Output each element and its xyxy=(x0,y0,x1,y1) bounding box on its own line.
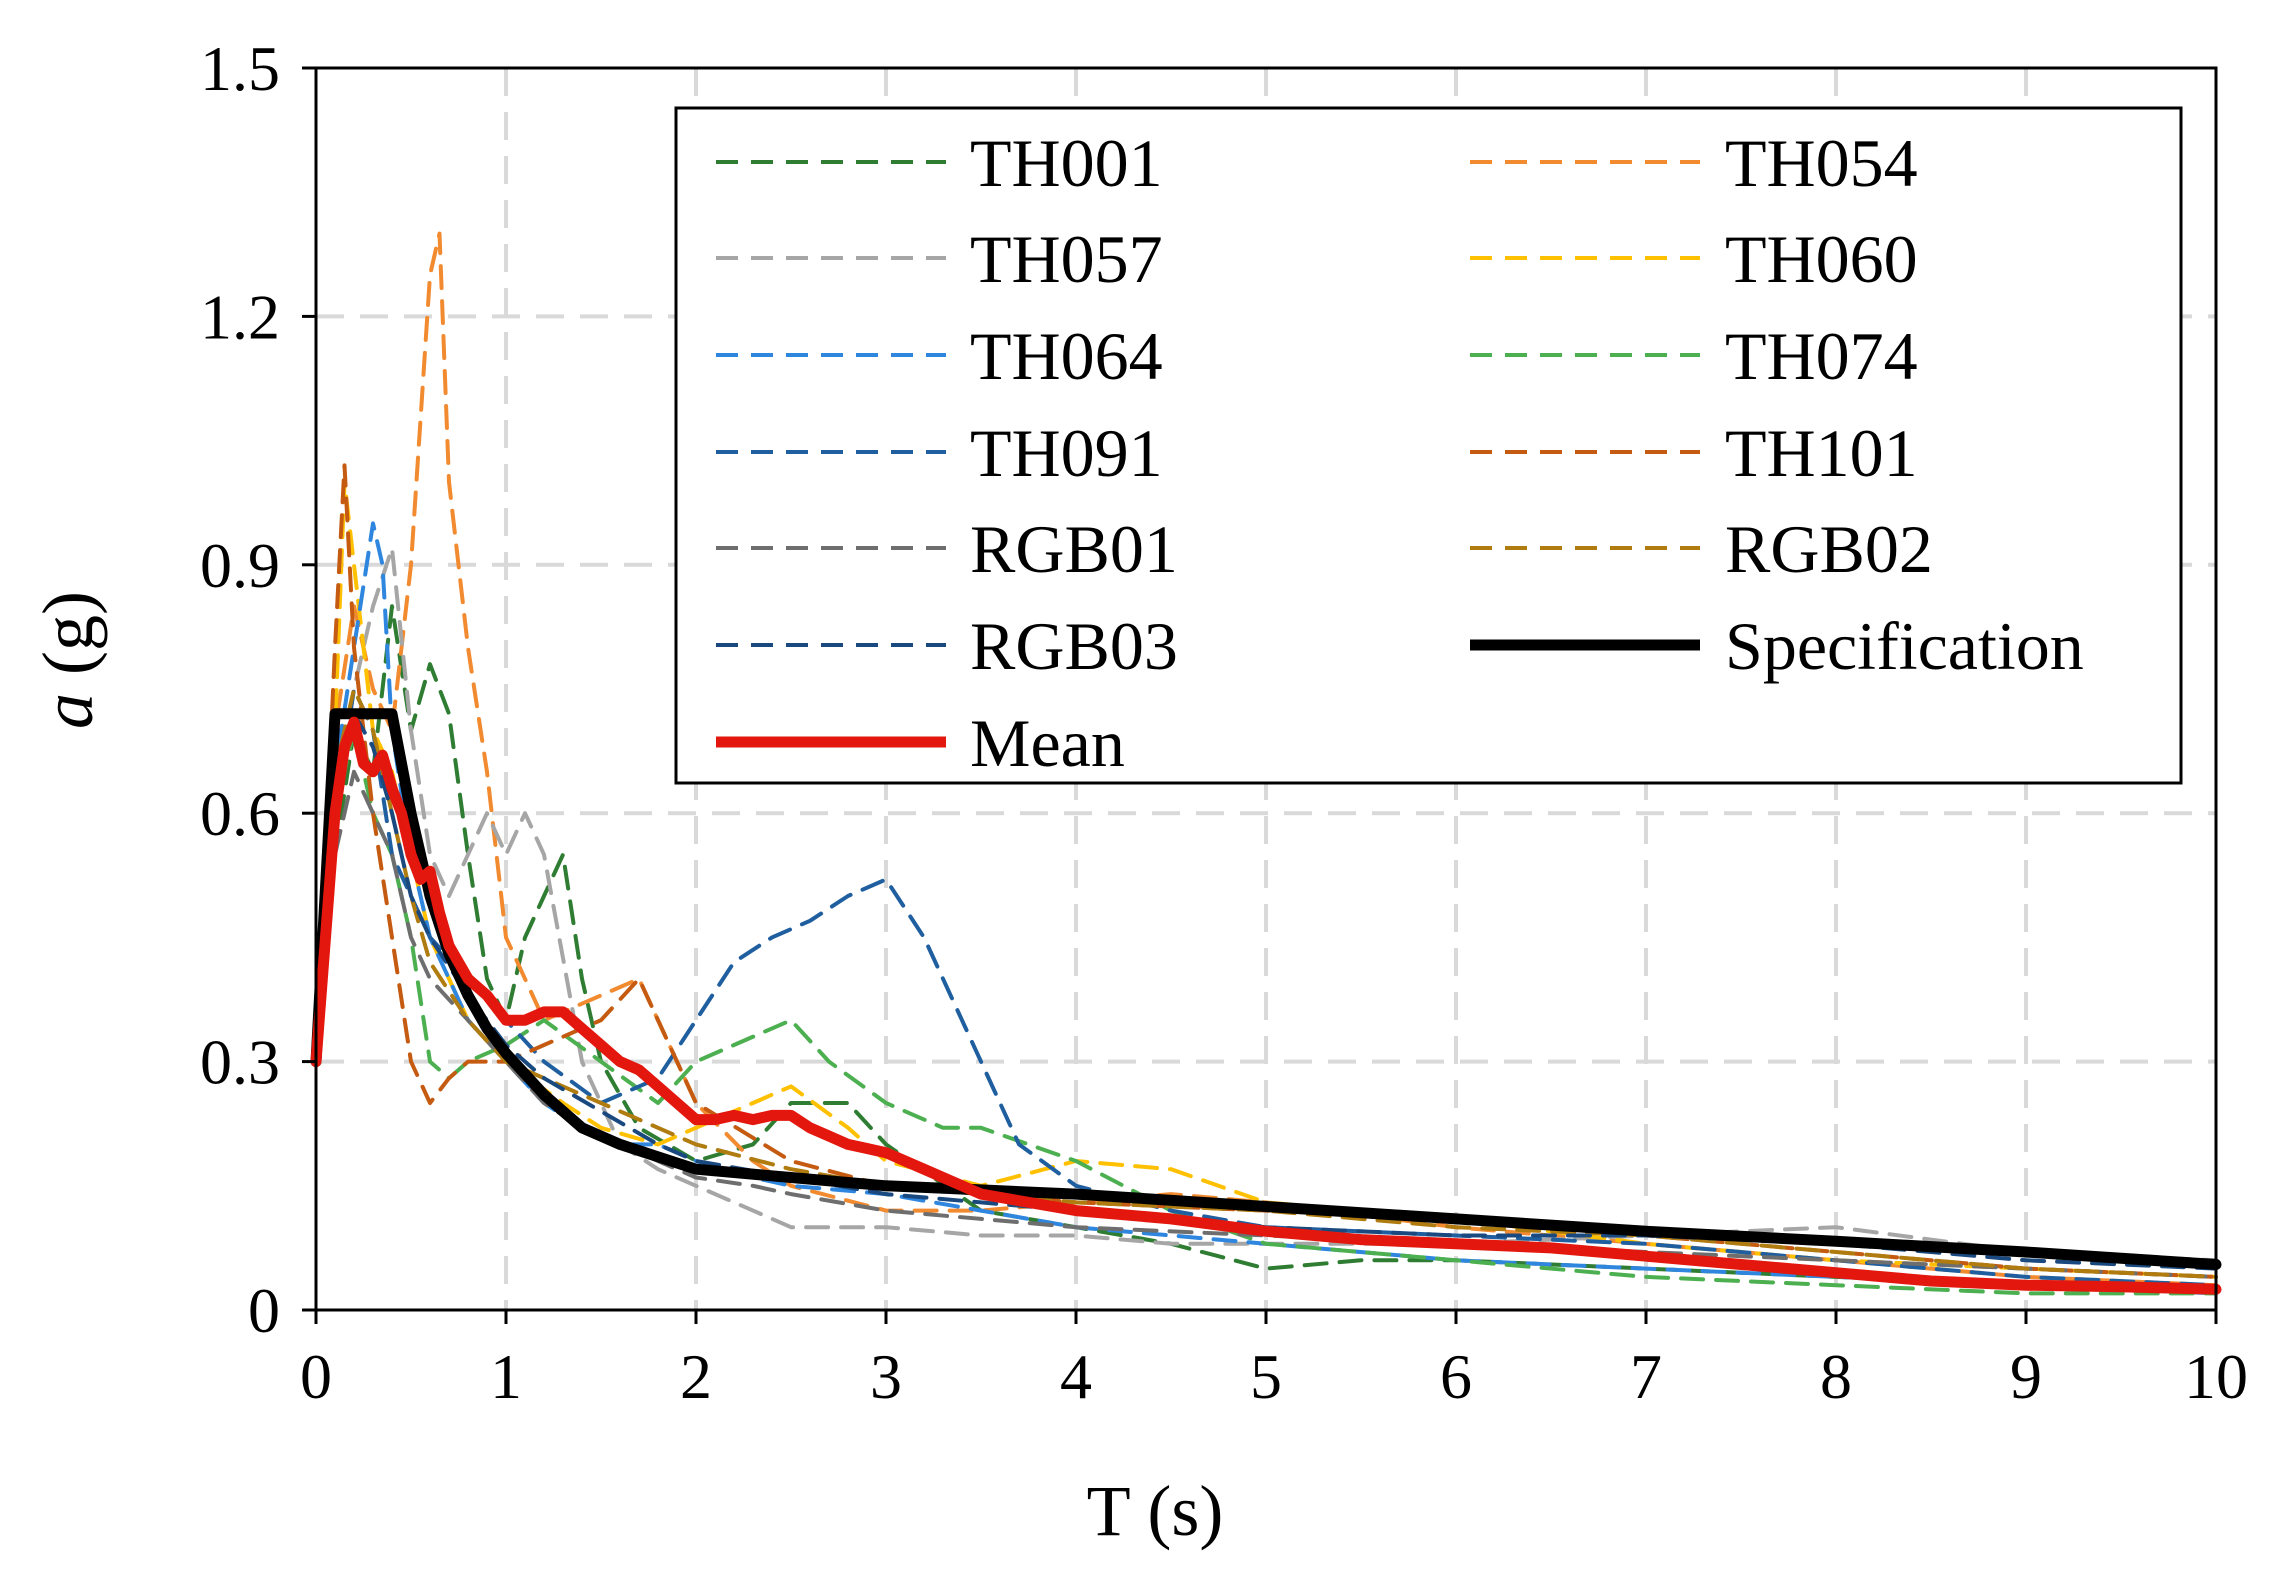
legend-item-th057: TH057 xyxy=(716,221,1163,297)
x-tick-label: 10 xyxy=(2184,1341,2248,1412)
y-tick-label: 1.2 xyxy=(200,281,280,352)
series-line-th054 xyxy=(314,231,2218,1288)
legend-label: TH101 xyxy=(1725,415,1918,491)
series-line-rgb03 xyxy=(314,711,2218,1271)
legend-item-th001: TH001 xyxy=(716,125,1163,201)
series-lines xyxy=(310,231,2222,1296)
legend-label: TH057 xyxy=(970,221,1163,297)
y-tick-label: 0.3 xyxy=(200,1027,280,1098)
x-tick-label: 3 xyxy=(870,1341,902,1412)
legend-item-th064: TH064 xyxy=(716,318,1163,394)
legend-item-th060: TH060 xyxy=(1470,221,1918,297)
x-tick-label: 1 xyxy=(490,1341,522,1412)
y-axis-label-symbol: a xyxy=(28,693,108,729)
series-line-th064 xyxy=(314,521,2218,1296)
series-line-th001 xyxy=(314,604,2218,1292)
x-tick-label: 5 xyxy=(1250,1341,1282,1412)
series-line-mean xyxy=(310,716,2222,1295)
x-tick-label: 0 xyxy=(300,1341,332,1412)
legend-label: TH064 xyxy=(970,318,1163,394)
legend-box xyxy=(674,106,2183,785)
x-tick-label: 9 xyxy=(2010,1341,2042,1412)
legend-item-th054: TH054 xyxy=(1470,125,1918,201)
legend-label: TH074 xyxy=(1725,318,1918,394)
y-tick-label: 0.6 xyxy=(200,778,280,849)
y-tick-label: 0 xyxy=(248,1275,280,1346)
y-axis-label-unit: (g) xyxy=(28,591,108,693)
y-axis-label: a (g) xyxy=(28,591,108,729)
legend-label: TH060 xyxy=(1725,221,1918,297)
legend-item-rgb02: RGB02 xyxy=(1470,511,1933,587)
legend-item-rgb01: RGB01 xyxy=(716,511,1178,587)
legend-label: RGB02 xyxy=(1725,511,1933,587)
x-tick-label: 4 xyxy=(1060,1341,1092,1412)
y-tick-label: 0.9 xyxy=(200,530,280,601)
legend-label: RGB01 xyxy=(970,511,1178,587)
x-axis-ticks: 0 1 2 3 4 5 6 7 8 9 10 xyxy=(300,1310,2248,1412)
legend-item-th091: TH091 xyxy=(716,415,1163,491)
x-tick-label: 7 xyxy=(1630,1341,1662,1412)
y-axis-ticks: 0 0.3 0.6 0.9 1.2 1.5 xyxy=(200,33,316,1346)
y-tick-label: 1.5 xyxy=(200,33,280,104)
legend: TH001 TH054 TH057 TH060 TH064 TH074 TH091 TH101… xyxy=(674,106,2183,785)
legend-label: TH001 xyxy=(970,125,1163,201)
legend-item-specification: Specification xyxy=(1470,608,2084,684)
x-tick-label: 2 xyxy=(680,1341,712,1412)
x-tick-label: 6 xyxy=(1440,1341,1472,1412)
legend-label: TH091 xyxy=(970,415,1163,491)
legend-item-rgb03: RGB03 xyxy=(716,608,1178,684)
legend-label: Mean xyxy=(970,705,1125,781)
legend-label: Specification xyxy=(1725,608,2084,684)
legend-item-th074: TH074 xyxy=(1470,318,1918,394)
legend-label: RGB03 xyxy=(970,608,1178,684)
legend-label: TH054 xyxy=(1725,125,1918,201)
legend-item-mean: Mean xyxy=(716,705,1125,781)
legend-item-th101: TH101 xyxy=(1470,415,1918,491)
series-line-specification xyxy=(310,708,2222,1270)
x-tick-label: 8 xyxy=(1820,1341,1852,1412)
x-axis-label: T (s) xyxy=(1087,1471,1224,1551)
